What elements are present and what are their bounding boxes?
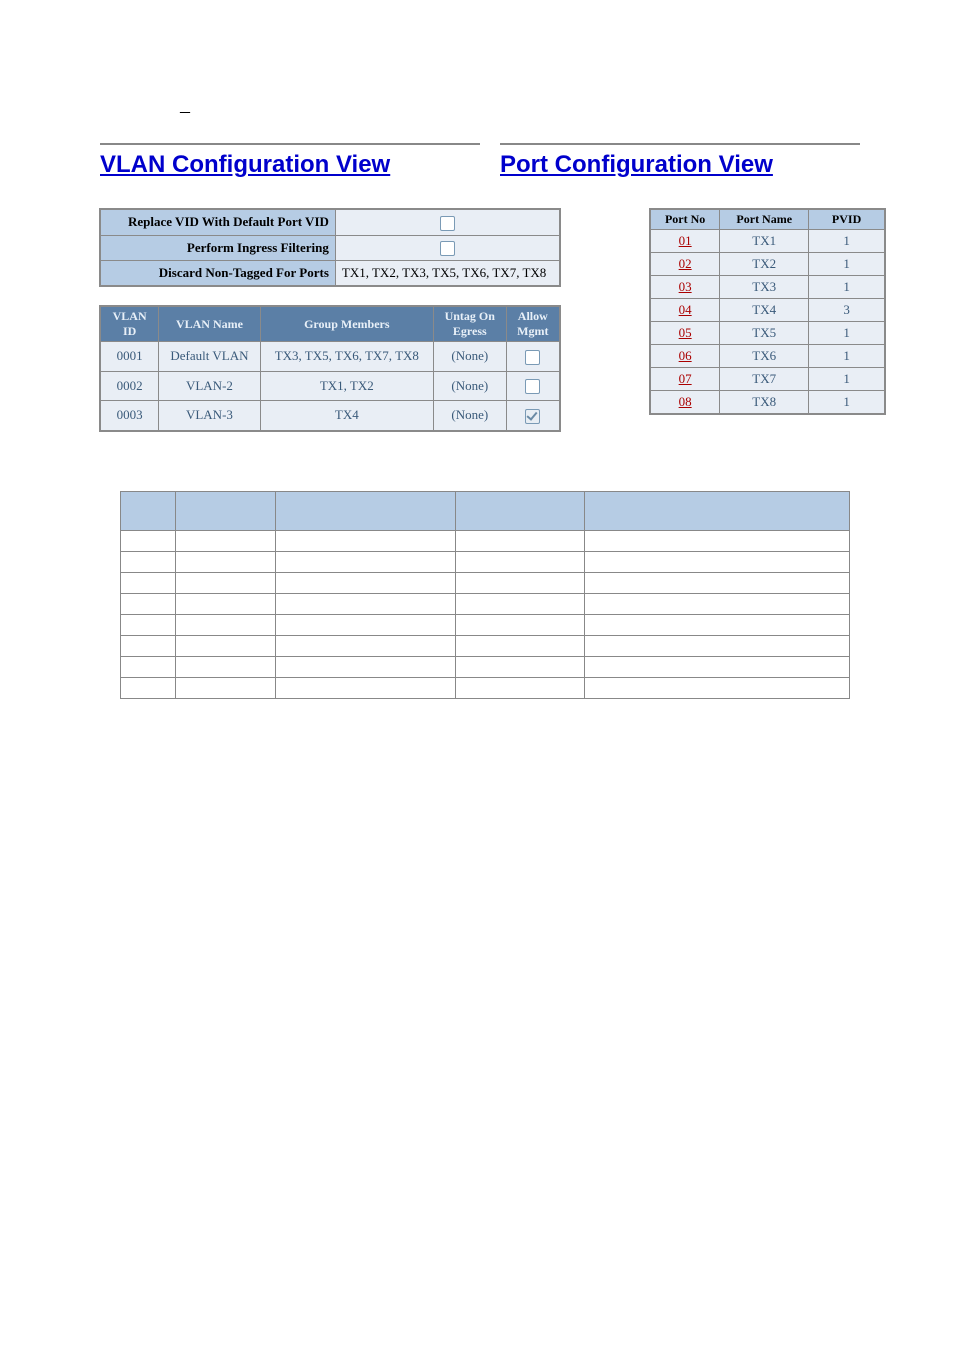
- results-row: [121, 551, 850, 572]
- port-link[interactable]: 04: [679, 302, 692, 317]
- port-link[interactable]: 07: [679, 371, 692, 386]
- ingress-filtering-checkbox[interactable]: [440, 241, 455, 256]
- setting-label: Perform Ingress Filtering: [101, 235, 336, 261]
- col-vlan-name: VLAN Name: [159, 307, 260, 342]
- results-col-1: [175, 491, 275, 530]
- col-untag-egress: Untag On Egress: [433, 307, 506, 342]
- replace-vid-checkbox[interactable]: [440, 216, 455, 231]
- results-row: [121, 656, 850, 677]
- results-col-2: [275, 491, 455, 530]
- col-group-members: Group Members: [260, 307, 433, 342]
- results-row: [121, 677, 850, 698]
- port-row: 06TX61: [651, 345, 885, 368]
- port-config-view-title[interactable]: Port Configuration View: [500, 143, 860, 179]
- vlan-row: 0002 VLAN-2 TX1, TX2 (None): [101, 371, 560, 401]
- vlan-table: VLAN ID VLAN Name Group Members Untag On…: [100, 306, 560, 431]
- vlan-config-view-title[interactable]: VLAN Configuration View: [100, 143, 480, 179]
- setting-label: Discard Non-Tagged For Ports: [101, 261, 336, 286]
- col-allow-mgmt: Allow Mgmt: [506, 307, 559, 342]
- port-link[interactable]: 03: [679, 279, 692, 294]
- results-row: [121, 635, 850, 656]
- vlan-row: 0001 Default VLAN TX3, TX5, TX6, TX7, TX…: [101, 342, 560, 372]
- dash-mark: –: [180, 100, 914, 123]
- results-col-0: [121, 491, 176, 530]
- col-port-no: Port No: [651, 210, 720, 230]
- port-row: 07TX71: [651, 368, 885, 391]
- port-row: 08TX81: [651, 391, 885, 414]
- col-vlan-id: VLAN ID: [101, 307, 159, 342]
- setting-label: Replace VID With Default Port VID: [101, 210, 336, 236]
- allow-mgmt-checkbox[interactable]: [525, 350, 540, 365]
- results-row: [121, 614, 850, 635]
- results-table: [120, 491, 850, 699]
- discard-nontagged-value: TX1, TX2, TX3, TX5, TX6, TX7, TX8: [335, 261, 559, 286]
- allow-mgmt-checkbox[interactable]: [525, 379, 540, 394]
- vlan-settings-table: Replace VID With Default Port VID Perfor…: [100, 209, 560, 286]
- port-row: 02TX21: [651, 253, 885, 276]
- results-col-3: [455, 491, 585, 530]
- port-link[interactable]: 08: [679, 394, 692, 409]
- port-row: 05TX51: [651, 322, 885, 345]
- vlan-row: 0003 VLAN-3 TX4 (None): [101, 401, 560, 431]
- results-col-4: [585, 491, 850, 530]
- allow-mgmt-checkbox[interactable]: [525, 409, 540, 424]
- results-row: [121, 530, 850, 551]
- port-row: 01TX11: [651, 230, 885, 253]
- port-link[interactable]: 05: [679, 325, 692, 340]
- port-link[interactable]: 01: [679, 233, 692, 248]
- port-link[interactable]: 06: [679, 348, 692, 363]
- results-row: [121, 593, 850, 614]
- port-row: 04TX43: [651, 299, 885, 322]
- port-table: Port No Port Name PVID 01TX11 02TX21 03T…: [650, 209, 885, 414]
- port-row: 03TX31: [651, 276, 885, 299]
- col-port-name: Port Name: [720, 210, 809, 230]
- results-row: [121, 572, 850, 593]
- port-link[interactable]: 02: [679, 256, 692, 271]
- col-pvid: PVID: [809, 210, 885, 230]
